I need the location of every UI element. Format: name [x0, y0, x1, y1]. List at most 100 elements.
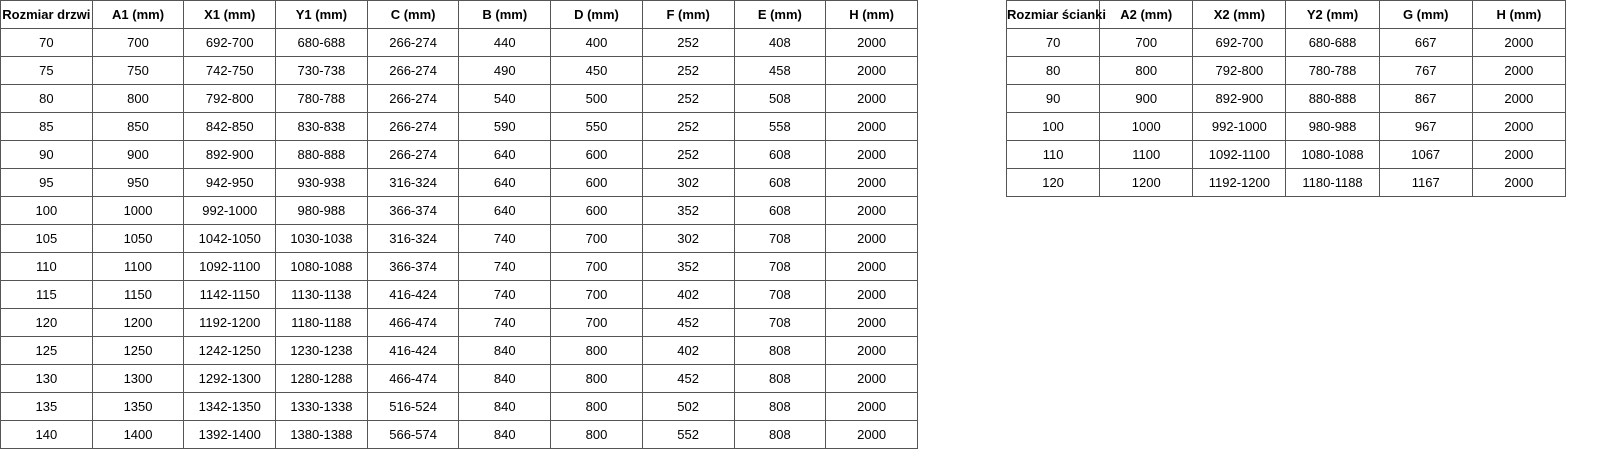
- table-cell: 1142-1150: [183, 280, 277, 309]
- table-cell: 2000: [825, 420, 918, 449]
- table-cell: 2000: [825, 28, 918, 57]
- table-cell: 125: [0, 336, 93, 365]
- table-cell: 316-324: [366, 224, 460, 253]
- table-cell: 750: [91, 56, 185, 85]
- table-cell: 1200: [1099, 168, 1194, 197]
- table-cell: 458: [733, 56, 827, 85]
- table-cell: 1392-1400: [183, 420, 277, 449]
- table-cell: 2000: [825, 84, 918, 113]
- table-cell: 552: [641, 420, 735, 449]
- table-cell: 440: [458, 28, 552, 57]
- table-cell: 466-474: [366, 364, 460, 393]
- table-cell: 1242-1250: [183, 336, 277, 365]
- table-cell: 500: [550, 84, 643, 113]
- table-cell: 1150: [91, 280, 185, 309]
- table-cell: 402: [641, 280, 735, 309]
- table-cell: 2000: [825, 336, 918, 365]
- table-cell: 70: [1005, 28, 1101, 57]
- table-cell: 130: [0, 364, 93, 393]
- table-cell: 120: [1005, 168, 1101, 197]
- table-cell: 266-274: [366, 140, 460, 169]
- table-row: 70 700 692-700 680-688 266-274 440 400 252 408 20…: [0, 28, 918, 57]
- table-cell: 70: [0, 28, 93, 57]
- table-cell: 490: [458, 56, 552, 85]
- table-cell: 640: [458, 168, 552, 197]
- table-cell: 1000: [91, 196, 185, 225]
- table-cell: 780-788: [275, 84, 368, 113]
- wall-dimensions-table: Rozmiar ścianki A2 (mm) X2 (mm) Y2 (mm) G (m…: [1005, 0, 1567, 197]
- table-cell: 100: [1005, 112, 1101, 141]
- table-cell: 1100: [91, 252, 185, 281]
- table-row: 80 800 792-800 780-788 266-274 540 500 252 508 20…: [0, 84, 918, 113]
- table-row: 115 1150 1142-1150 1130-1138 416-424 740 700 40…: [0, 280, 918, 309]
- table-cell: 980-988: [1285, 112, 1380, 141]
- table-cell: 867: [1378, 84, 1473, 113]
- table-cell: 2000: [825, 224, 918, 253]
- table-cell: 550: [550, 112, 643, 141]
- table-row: 120 1200 1192-1200 1180-1188 1167 2000: [1005, 168, 1567, 197]
- table-cell: 502: [641, 392, 735, 421]
- table-cell: 1042-1050: [183, 224, 277, 253]
- column-header: A2 (mm): [1099, 0, 1194, 29]
- table-cell: 730-738: [275, 56, 368, 85]
- column-header: X2 (mm): [1192, 0, 1287, 29]
- table-cell: 90: [1005, 84, 1101, 113]
- table-row: 90 900 892-900 880-888 266-274 640 600 252 608 20…: [0, 140, 918, 169]
- column-header: Y1 (mm): [275, 0, 368, 29]
- table-cell: 640: [458, 140, 552, 169]
- table-row: 120 1200 1192-1200 1180-1188 466-474 740 700 45…: [0, 308, 918, 337]
- table-cell: 740: [458, 308, 552, 337]
- table-cell: 692-700: [1192, 28, 1287, 57]
- table-cell: 2000: [825, 392, 918, 421]
- table-cell: 1130-1138: [275, 280, 368, 309]
- table-cell: 1280-1288: [275, 364, 368, 393]
- table-cell: 1230-1238: [275, 336, 368, 365]
- table-cell: 880-888: [275, 140, 368, 169]
- column-header: A1 (mm): [91, 0, 185, 29]
- header-row: Rozmiar drzwi A1 (mm) X1 (mm) Y1 (mm) C (mm)…: [0, 0, 918, 29]
- table-row: 140 1400 1392-1400 1380-1388 566-574 840 800 55…: [0, 420, 918, 449]
- table-cell: 90: [0, 140, 93, 169]
- table-cell: 742-750: [183, 56, 277, 85]
- table-cell: 850: [91, 112, 185, 141]
- table-row: 125 1250 1242-1250 1230-1238 416-424 840 800 40…: [0, 336, 918, 365]
- table-cell: 808: [733, 336, 827, 365]
- table-cell: 110: [1005, 140, 1101, 169]
- column-header: D (mm): [550, 0, 643, 29]
- table-cell: 402: [641, 336, 735, 365]
- table-cell: 416-424: [366, 280, 460, 309]
- table-cell: 1300: [91, 364, 185, 393]
- table-cell: 1050: [91, 224, 185, 253]
- table-cell: 900: [1099, 84, 1194, 113]
- column-header: G (mm): [1378, 0, 1473, 29]
- table-cell: 590: [458, 112, 552, 141]
- table-cell: 900: [91, 140, 185, 169]
- table-cell: 558: [733, 112, 827, 141]
- table-cell: 992-1000: [183, 196, 277, 225]
- table-cell: 80: [0, 84, 93, 113]
- table-cell: 1100: [1099, 140, 1194, 169]
- table-cell: 800: [550, 420, 643, 449]
- column-header: C (mm): [366, 0, 460, 29]
- table-cell: 1350: [91, 392, 185, 421]
- table-cell: 115: [0, 280, 93, 309]
- table-cell: 692-700: [183, 28, 277, 57]
- table-cell: 135: [0, 392, 93, 421]
- table-cell: 1292-1300: [183, 364, 277, 393]
- table-row: 90 900 892-900 880-888 867 2000: [1005, 84, 1567, 113]
- table-cell: 600: [550, 168, 643, 197]
- table-cell: 600: [550, 140, 643, 169]
- table-cell: 667: [1378, 28, 1473, 57]
- table-cell: 880-888: [1285, 84, 1380, 113]
- table-cell: 252: [641, 84, 735, 113]
- table-cell: 600: [550, 196, 643, 225]
- table-cell: 708: [733, 280, 827, 309]
- column-header: H (mm): [825, 0, 918, 29]
- table-cell: 608: [733, 140, 827, 169]
- table-cell: 100: [0, 196, 93, 225]
- table-cell: 700: [550, 280, 643, 309]
- door-dimensions-table: Rozmiar drzwi A1 (mm) X1 (mm) Y1 (mm) C (mm)…: [0, 0, 918, 449]
- table-cell: 2000: [1471, 112, 1567, 141]
- table-row: 135 1350 1342-1350 1330-1338 516-524 840 800 50…: [0, 392, 918, 421]
- table-cell: 808: [733, 364, 827, 393]
